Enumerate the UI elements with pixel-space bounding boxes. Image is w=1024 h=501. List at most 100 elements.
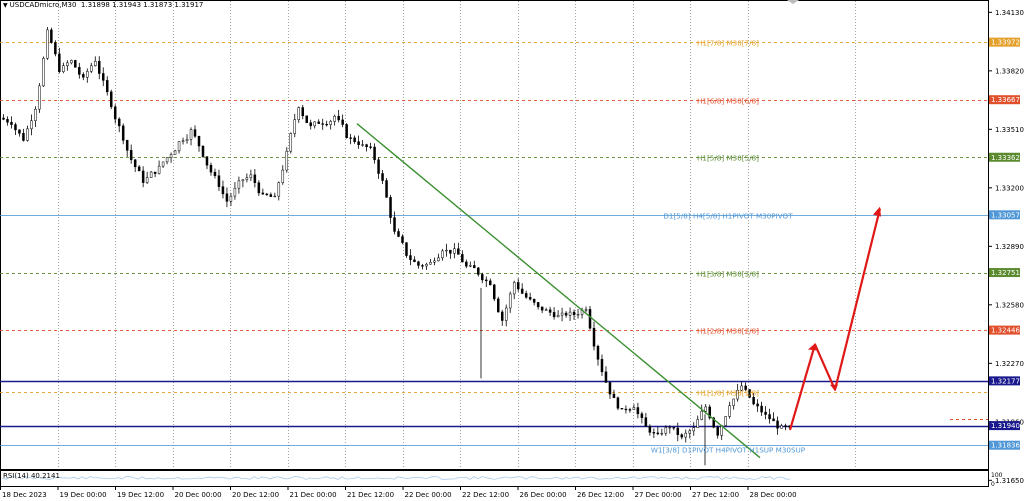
candle-body	[217, 175, 221, 187]
candle-body	[485, 279, 488, 282]
candle-body	[78, 67, 81, 75]
candle-body	[189, 129, 193, 140]
candle-body	[129, 150, 133, 161]
candle-body	[716, 427, 719, 436]
candle-body	[572, 311, 576, 316]
candle-body	[281, 169, 285, 184]
candle-body	[732, 398, 735, 406]
candle-body	[744, 385, 747, 390]
candle-body	[373, 146, 376, 161]
price-axis[interactable]: 1.34130 1.33820 1.33510 1.33200 1.32890 1.325…	[988, 9, 1024, 485]
candle-body	[688, 430, 692, 434]
candle-body	[612, 393, 616, 398]
price-tag-label: 1.32751	[991, 269, 1020, 277]
candle-body	[728, 405, 731, 417]
candle-body	[201, 145, 205, 157]
candle-body	[660, 432, 664, 435]
candle-body	[185, 138, 189, 142]
candle-body	[524, 293, 528, 298]
candle-body	[764, 411, 767, 415]
x-tick-label: 20 Dec 00:00	[175, 491, 222, 499]
price-tag-label: 1.33362	[991, 154, 1020, 162]
price-tag-label: 1.32177	[991, 377, 1020, 385]
trendline[interactable]	[356, 123, 761, 459]
dropdown-triangle-icon[interactable]: ▼	[3, 2, 8, 9]
shift-marker-icon[interactable]	[787, 0, 799, 4]
candle-body	[245, 177, 249, 181]
candle-body	[740, 385, 743, 391]
price-tag-label: 1.31836	[991, 442, 1020, 450]
candle-body	[469, 265, 472, 267]
candle-body	[225, 193, 229, 202]
candle-body	[708, 406, 711, 419]
projection-arrow[interactable]	[788, 206, 882, 431]
candle-body	[241, 179, 245, 182]
level-label: H1[5/8] M30[5/8]	[697, 154, 759, 163]
candle-body	[640, 413, 644, 418]
candle-body	[437, 257, 440, 262]
candle-body	[493, 284, 496, 300]
candle-body	[125, 140, 129, 151]
candle-body	[544, 309, 548, 311]
candle-body	[285, 150, 289, 171]
candle-body	[500, 311, 504, 321]
candle-body	[337, 115, 340, 121]
plot-frame	[0, 0, 989, 470]
price-tag	[989, 152, 1020, 162]
candle-body	[648, 426, 652, 433]
candle-body	[752, 397, 755, 405]
candle-body	[536, 302, 540, 308]
x-tick-label: 22 Dec 00:00	[405, 491, 452, 499]
candle-body	[652, 432, 656, 434]
price-tag	[989, 37, 1020, 47]
trend-line	[356, 123, 761, 459]
candle-body	[18, 129, 21, 134]
candle-body	[209, 164, 213, 173]
candle-body	[361, 144, 364, 146]
price-tag	[989, 376, 1020, 386]
candle-body	[453, 248, 456, 254]
rsi-line	[1, 476, 791, 480]
rsi-label: RSI(14) 40.2141	[3, 472, 60, 480]
price-tag	[989, 325, 1020, 335]
candle-body	[237, 180, 241, 189]
candle-body	[82, 74, 85, 78]
candle-body	[588, 309, 592, 329]
candle-body	[576, 314, 580, 316]
arrow-head-icon	[873, 206, 881, 217]
y-tick-label: 1.33510	[995, 126, 1024, 134]
candle-body	[421, 265, 424, 267]
candle-body	[784, 425, 787, 427]
time-axis[interactable]: 18 Dec 2023 19 Dec 00:00 19 Dec 12:00 20 De…	[0, 487, 797, 499]
candle-body	[748, 389, 751, 398]
candle-body	[393, 217, 396, 232]
x-tick-label: 21 Dec 00:00	[290, 491, 337, 499]
candle-body	[30, 120, 33, 130]
candle-body	[696, 419, 699, 428]
price-tag	[989, 268, 1020, 278]
arrow-head-icon	[830, 384, 838, 391]
candle-body	[54, 42, 57, 55]
candle-body	[341, 119, 344, 125]
candle-body	[261, 192, 265, 195]
level-label: W1[3/8] D1PIVOT H4PIVOT H1SUP M30SUP	[651, 446, 806, 455]
candle-body	[26, 128, 29, 141]
candle-body	[205, 156, 209, 166]
candle-body	[133, 159, 137, 168]
x-tick-label: 19 Dec 00:00	[60, 491, 107, 499]
candle-body	[508, 293, 512, 309]
candle-body	[221, 186, 225, 195]
candle-body	[277, 182, 281, 197]
candle-body	[66, 62, 69, 66]
candle-body	[381, 173, 384, 181]
candle-body	[401, 236, 404, 243]
candle-body	[22, 133, 25, 141]
candle-body	[433, 260, 436, 263]
candle-body	[293, 119, 297, 134]
candle-body	[297, 107, 301, 120]
candle-body	[46, 29, 49, 59]
candle-body	[377, 159, 380, 174]
candle-body	[173, 150, 177, 155]
